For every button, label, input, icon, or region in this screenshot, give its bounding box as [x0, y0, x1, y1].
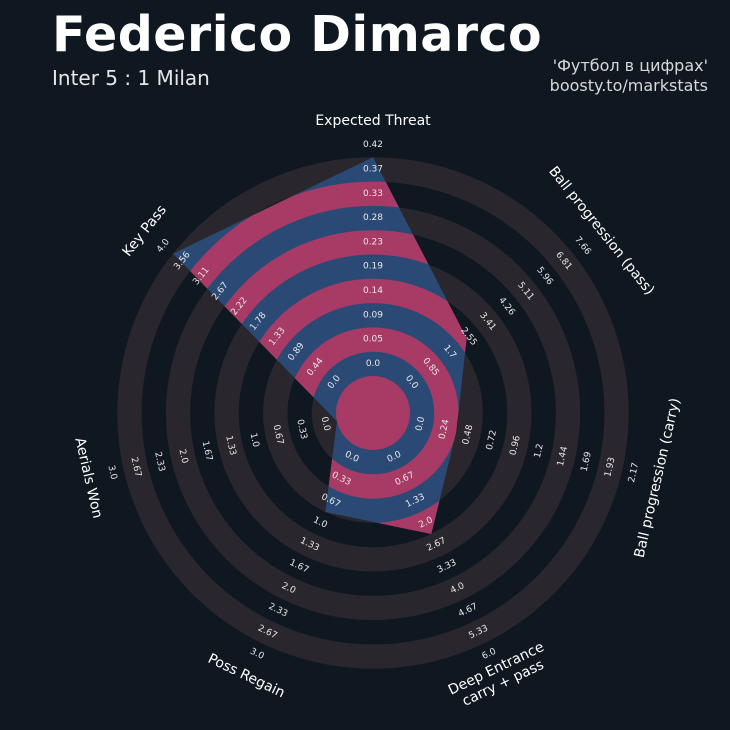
credit-channel: 'Футбол в цифрах'	[552, 56, 708, 75]
tick-label: 0.96	[509, 434, 523, 456]
tick-label: 4.0	[155, 237, 172, 255]
tick-label: 0.0	[414, 416, 427, 432]
tick-label: 1.33	[223, 435, 237, 457]
tick-label: 1.67	[200, 440, 214, 462]
tick-label: 0.33	[294, 418, 308, 440]
tick-label: 0.23	[363, 237, 383, 247]
tick-label: 2.17	[627, 462, 641, 484]
credit-link: boosty.to/markstats	[549, 76, 708, 95]
tick-label: 0.19	[363, 262, 383, 272]
player-value-area	[173, 157, 467, 535]
value-area-band	[173, 181, 467, 535]
tick-label: 2.33	[267, 602, 289, 620]
match-subtitle: Inter 5 : 1 Milan	[52, 66, 210, 90]
tick-label: 0.48	[461, 424, 475, 446]
tick-label: 0.05	[363, 335, 383, 345]
tick-label: 3.0	[105, 464, 118, 480]
tick-label: 3.0	[248, 647, 265, 662]
tick-label: 0.0	[366, 359, 381, 369]
tick-label: 0.42	[363, 140, 383, 150]
player-name-title: Federico Dimarco	[52, 6, 543, 63]
tick-label: 7.66	[572, 235, 592, 257]
tick-label: 5.96	[534, 265, 554, 287]
tick-label: 2.0	[176, 448, 189, 464]
value-area-center	[336, 376, 410, 450]
param-label-0: Expected Threat	[315, 113, 431, 129]
tick-label: 0.09	[363, 310, 383, 320]
param-label-4: Poss Regain	[205, 651, 287, 702]
tick-label: 0.72	[485, 429, 499, 451]
tick-label: 1.69	[580, 451, 594, 473]
tick-label: 1.93	[603, 456, 617, 478]
tick-label: 1.2	[533, 443, 546, 459]
tick-label: 4.67	[457, 602, 479, 620]
tick-label: 0.37	[363, 164, 383, 174]
tick-label: 0.28	[363, 213, 383, 223]
tick-label: 1.0	[311, 515, 328, 530]
param-label-5: Aerials Won	[71, 436, 105, 520]
tick-label: 0.0	[319, 416, 332, 432]
tick-label: 1.0	[248, 432, 261, 448]
tick-label: 0.14	[363, 286, 383, 296]
tick-label: 1.44	[556, 445, 570, 467]
tick-label: 0.67	[271, 424, 285, 446]
tick-label: 3.33	[436, 558, 458, 576]
tick-label: 2.33	[152, 451, 166, 473]
tick-label: 1.67	[288, 558, 310, 576]
param-label-2: Ball progression (carry)	[632, 397, 684, 560]
tick-label: 0.24	[438, 418, 452, 440]
tick-label: 4.26	[496, 296, 516, 318]
tick-label: 0.33	[363, 189, 383, 199]
tick-label: 2.67	[128, 456, 142, 478]
